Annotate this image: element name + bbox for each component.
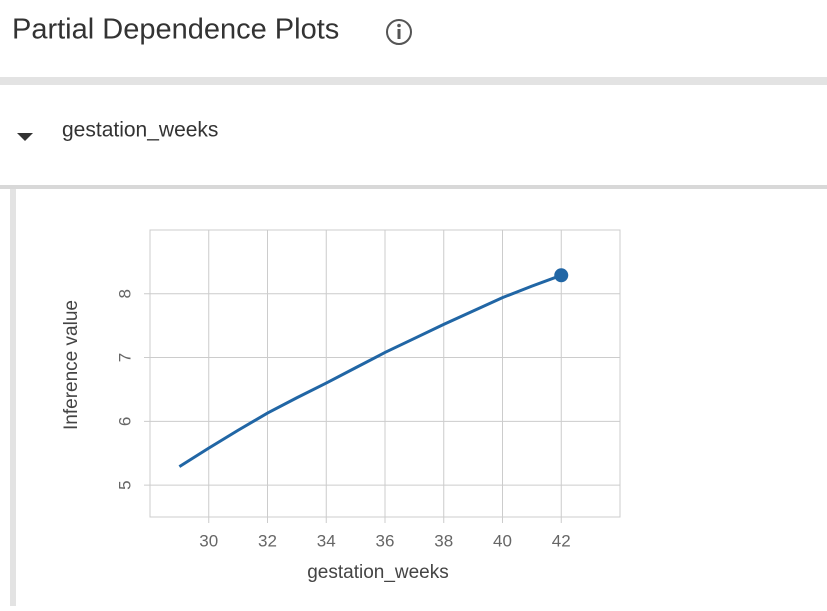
plot: 30 32 34 36 38 40 42 5 6 7 8 gestation_weeks Inferen…: [61, 229, 621, 583]
x-tick-label: 38: [434, 531, 453, 550]
side-bar: [10, 189, 16, 606]
x-tick-label: 32: [258, 531, 277, 550]
x-tick-label: 36: [376, 531, 395, 550]
y-tick-label: 6: [115, 417, 134, 426]
point: [554, 268, 569, 283]
divider: [0, 185, 827, 189]
x-tick-label: 30: [199, 531, 218, 550]
x-axis-label: gestation_weeks: [307, 562, 449, 583]
y-tick-label: 7: [115, 353, 134, 362]
section-toggle[interactable]: [17, 133, 33, 141]
y-tick-label: 8: [115, 289, 134, 298]
x-tick-label: 34: [317, 531, 336, 550]
x-tick-label: 40: [493, 531, 512, 550]
info-icon[interactable]: [386, 19, 412, 45]
line: [178, 273, 562, 468]
divider: [0, 77, 827, 85]
page-title: Partial Dependence Plots: [12, 14, 339, 46]
y-tick-label: 5: [115, 480, 134, 489]
y-axis-label: Inference value: [61, 300, 82, 430]
section-label[interactable]: gestation_weeks: [62, 119, 218, 142]
x-tick-label: 42: [552, 531, 571, 550]
